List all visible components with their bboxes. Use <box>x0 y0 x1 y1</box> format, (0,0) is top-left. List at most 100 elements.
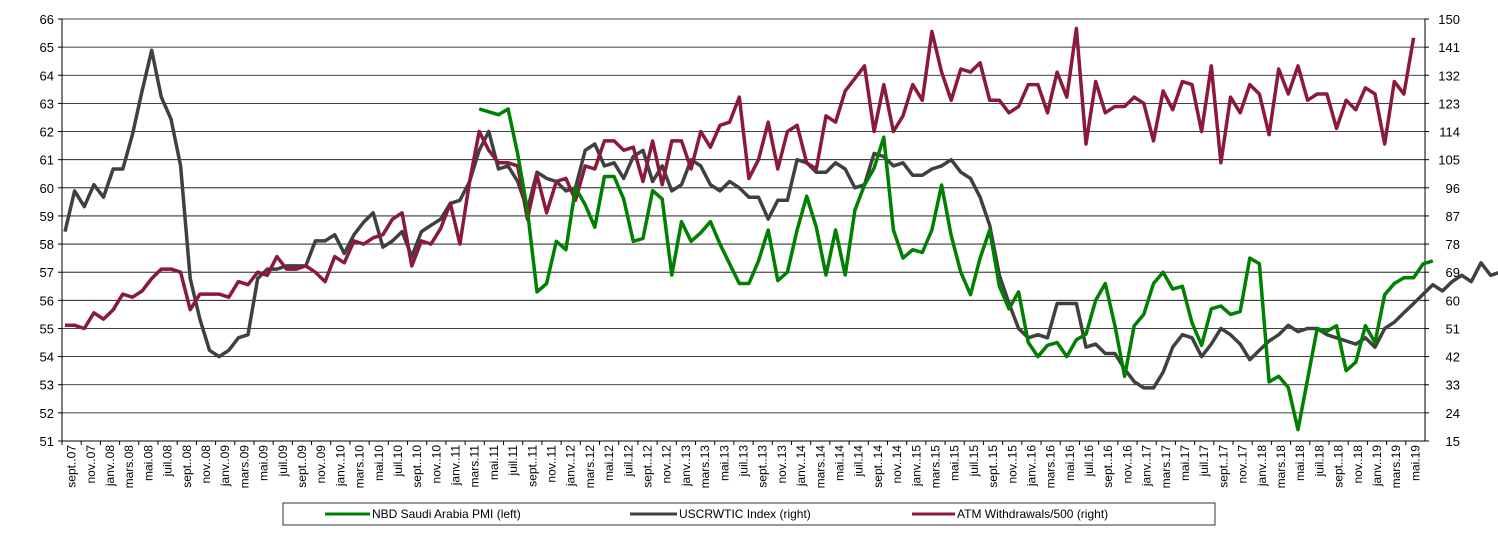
x-tick-label: juil.15 <box>967 445 981 478</box>
x-tick-label: juil.14 <box>852 445 866 478</box>
left-axis-ticks: 51 52 53 54 55 56 57 58 59 60 61 62 63 64 65 66 <box>40 12 62 449</box>
x-tick-label: sept..15 <box>986 445 1000 488</box>
right-tick-label: 24 <box>1446 406 1460 421</box>
left-tick-label: 55 <box>40 321 54 336</box>
x-tick-label: mai.10 <box>372 445 386 481</box>
right-tick-label: 96 <box>1446 181 1460 196</box>
x-tick-label: sept..16 <box>1101 445 1115 488</box>
x-tick-label: juil.17 <box>1197 445 1211 478</box>
series-line-1 <box>63 48 1498 390</box>
legend-box <box>282 502 1216 526</box>
gridlines <box>62 18 1425 442</box>
x-tick-label: juil.12 <box>621 445 635 478</box>
x-tick-label: mars.11 <box>468 445 482 488</box>
x-tick-label: mars.12 <box>583 445 597 489</box>
legend-label-wti: USCRWTIC Index (right) <box>679 507 811 521</box>
x-tick-label: mars.19 <box>1389 445 1403 489</box>
x-tick-label: nov..09 <box>314 445 328 484</box>
series-line-2 <box>65 26 1416 331</box>
right-tick-label: 123 <box>1438 96 1460 111</box>
x-tick-label: nov..12 <box>660 445 674 484</box>
left-tick-label: 51 <box>40 434 54 449</box>
x-tick-label: sept..17 <box>1216 445 1230 488</box>
x-tick-label: janv..13 <box>679 445 693 487</box>
x-tick-label: juil.11 <box>506 445 520 477</box>
x-tick-label: mars.10 <box>353 445 367 489</box>
x-tick-label: juil.13 <box>737 445 751 478</box>
legend-label-pmi: NBD Saudi Arabia PMI (left) <box>372 507 521 521</box>
right-tick-label: 33 <box>1446 378 1460 393</box>
x-tick-label: janv..19 <box>1370 445 1384 487</box>
x-tick-label: janv..15 <box>909 445 923 487</box>
x-tick-label: mars.08 <box>122 445 136 489</box>
x-tick-label: mai.12 <box>602 445 616 481</box>
right-tick-label: 51 <box>1446 321 1460 336</box>
x-tick-label: mai.13 <box>717 445 731 481</box>
left-tick-label: 60 <box>40 181 54 196</box>
left-tick-label: 59 <box>40 209 54 224</box>
right-tick-label: 15 <box>1446 434 1460 449</box>
x-tick-label: mars.17 <box>1159 445 1173 489</box>
x-tick-label: nov..11 <box>545 445 559 483</box>
x-tick-label: mai.17 <box>1178 445 1192 481</box>
right-tick-label: 78 <box>1446 237 1460 252</box>
x-tick-label: nov..08 <box>199 445 213 484</box>
x-tick-label: mars.14 <box>813 445 827 489</box>
left-tick-label: 64 <box>40 68 54 83</box>
x-tick-label: mai.15 <box>948 445 962 481</box>
x-tick-label: janv..10 <box>333 445 347 487</box>
left-tick-label: 63 <box>40 96 54 111</box>
x-tick-label: janv..18 <box>1255 445 1269 487</box>
right-tick-label: 42 <box>1446 350 1460 365</box>
right-tick-label: 69 <box>1446 265 1460 280</box>
left-tick-label: 62 <box>40 125 54 140</box>
x-tick-label: janv..11 <box>449 445 463 487</box>
right-tick-label: 105 <box>1438 153 1460 168</box>
x-tick-label: nov..14 <box>890 445 904 484</box>
x-tick-label: mai.19 <box>1408 445 1422 481</box>
x-tick-label: mars.13 <box>698 445 712 489</box>
x-tick-label: mars.16 <box>1044 445 1058 489</box>
x-tick-label: nov..16 <box>1120 445 1134 484</box>
legend-label-atm: ATM Withdrawals/500 (right) <box>957 507 1108 521</box>
right-tick-label: 141 <box>1438 40 1460 55</box>
legend: NBD Saudi Arabia PMI (left) USCRWTIC Ind… <box>282 502 1216 526</box>
x-tick-label: mai.11 <box>487 445 501 480</box>
x-tick-label: sept..12 <box>641 445 655 488</box>
x-tick-label: mai.18 <box>1293 445 1307 481</box>
left-tick-label: 52 <box>40 406 54 421</box>
left-tick-label: 61 <box>40 153 54 168</box>
x-tick-label: sept..07 <box>65 445 79 488</box>
x-tick-label: sept..14 <box>871 445 885 488</box>
x-tick-label: mai.16 <box>1063 445 1077 481</box>
right-tick-label: 114 <box>1439 125 1460 140</box>
right-tick-label: 87 <box>1446 209 1460 224</box>
x-tick-label: juil.10 <box>391 445 405 478</box>
x-tick-label: nov..10 <box>429 445 443 484</box>
x-tick-label: mai.14 <box>832 445 846 481</box>
x-tick-label: mai.09 <box>257 445 271 481</box>
x-tick-label: nov..15 <box>1005 445 1019 484</box>
x-tick-label: sept..08 <box>180 445 194 488</box>
right-axis-ticks: 15 24 33 42 51 60 69 78 87 96 105 114 123 132 141 150 <box>1425 12 1460 449</box>
left-tick-label: 65 <box>40 40 54 55</box>
x-tick-label: sept..18 <box>1332 445 1346 488</box>
left-tick-label: 54 <box>40 350 54 365</box>
x-tick-label: juil.18 <box>1312 445 1326 478</box>
x-tick-label: janv..14 <box>794 445 808 487</box>
x-tick-label: janv..17 <box>1140 445 1154 487</box>
series-line-0 <box>478 107 1434 432</box>
x-tick-label: janv..16 <box>1024 445 1038 487</box>
axes <box>61 19 1426 442</box>
x-tick-label: sept..10 <box>410 445 424 488</box>
x-tick-label: janv..09 <box>218 445 232 487</box>
x-tick-label: mars.18 <box>1274 445 1288 489</box>
x-tick-label: sept..13 <box>756 445 770 488</box>
x-tick-label: nov..17 <box>1236 445 1250 484</box>
series-lines <box>63 26 1498 432</box>
x-tick-label: juil.08 <box>161 445 175 478</box>
right-tick-label: 150 <box>1438 12 1460 27</box>
right-tick-label: 60 <box>1446 293 1460 308</box>
x-tick-label: nov..18 <box>1351 445 1365 484</box>
